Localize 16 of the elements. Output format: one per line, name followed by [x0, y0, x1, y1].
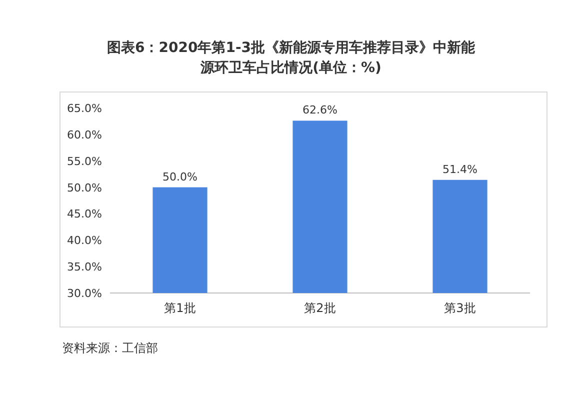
y-tick-label: 55.0% — [67, 154, 102, 168]
y-tick-label: 40.0% — [67, 234, 102, 248]
y-tick-label: 45.0% — [67, 208, 102, 221]
text: 资料来源：工信部 — [62, 341, 158, 355]
data-label: 51.4% — [442, 162, 478, 176]
y-tick-label: 50.0% — [67, 181, 102, 194]
x-tick-label: 第2批 — [304, 301, 336, 315]
y-tick-label: 65.0% — [67, 102, 102, 115]
x-tick-label: 第1批 — [164, 301, 196, 315]
data-label: 62.6% — [302, 104, 338, 117]
y-tick-label: 60.0% — [67, 128, 102, 142]
y-tick-label: 30.0% — [67, 287, 102, 300]
data-label: 50.0% — [162, 170, 198, 184]
y-tick-label: 35.0% — [67, 260, 102, 274]
title: 图表6：2020年第1-3批《新能源专用车推荐目录》中新能源环卫车占比情况(单位：%) — [107, 40, 475, 76]
x-tick-label: 第3批 — [444, 301, 476, 315]
